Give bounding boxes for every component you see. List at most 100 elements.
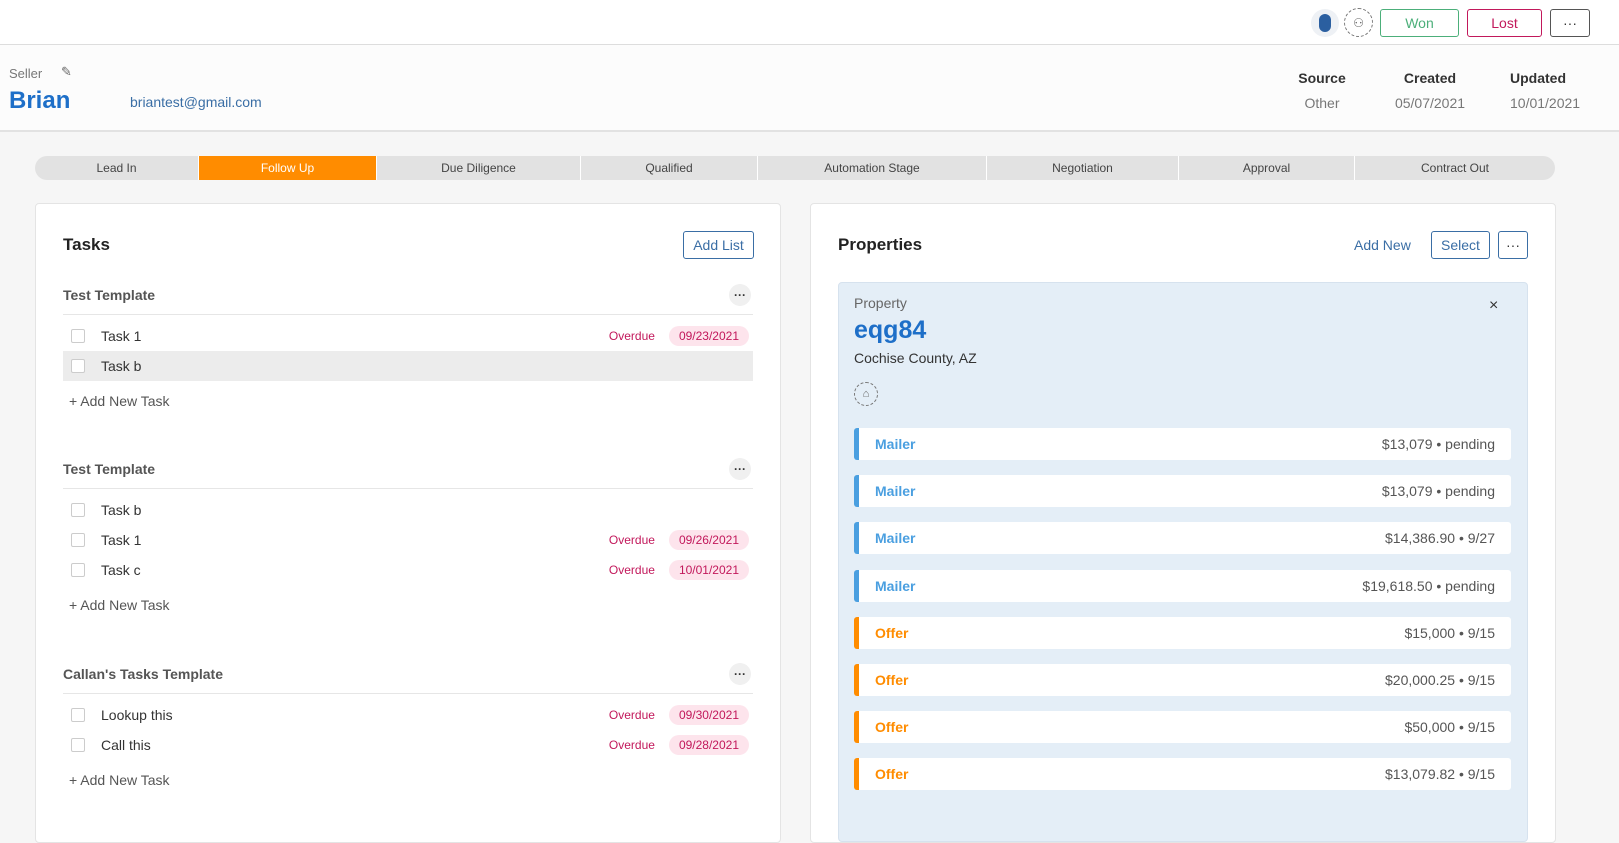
stage-follow-up[interactable]: Follow Up [199,156,377,180]
add-new-task-link[interactable]: + Add New Task [69,393,170,409]
task-row[interactable]: Task 1 Overdue 09/23/2021 [63,321,753,351]
meta-source: Source Other [1282,70,1362,111]
task-checkbox[interactable] [71,533,85,547]
task-checkbox[interactable] [71,359,85,373]
meta-label: Updated [1510,70,1566,86]
task-row[interactable]: Task b [63,351,753,381]
stage-automation[interactable]: Automation Stage [758,156,987,180]
activity-type: Mailer [875,577,916,594]
task-name: Task b [101,358,142,374]
due-date-badge: 10/01/2021 [668,560,749,580]
overdue-label: Overdue [608,708,655,722]
due-date-badge: 09/23/2021 [668,326,749,346]
group-more-button[interactable]: ··· [729,284,751,306]
edit-icon[interactable]: ✎ [61,64,72,79]
task-group: Callan's Tasks Template ··· Lookup this Ove… [63,663,753,788]
activity-value: $19,618.50 • pending [1362,577,1495,594]
add-new-property-link[interactable]: Add New [1354,237,1411,253]
property-activity-row[interactable]: Mailer $14,386.90 • 9/27 [854,522,1511,555]
meta-value: 10/01/2021 [1510,95,1581,111]
property-activity-row[interactable]: Offer $15,000 • 9/15 [854,616,1511,649]
due-date-badge: 09/30/2021 [668,705,749,725]
properties-title: Properties [838,235,923,254]
more-button[interactable]: ··· [1550,9,1590,37]
seller-header: Seller ✎ Brian briantest@gmail.com Sourc… [0,45,1619,132]
activity-value: $13,079.82 • 9/15 [1385,766,1495,783]
meta-label: Created [1403,70,1457,86]
overdue-label: Overdue [608,533,655,547]
task-checkbox[interactable] [71,503,85,517]
activity-type: Offer [875,624,909,641]
lost-button[interactable]: Lost [1467,9,1542,37]
seller-email[interactable]: briantest@gmail.com [130,94,262,110]
group-more-button[interactable]: ··· [729,663,751,685]
task-checkbox[interactable] [71,738,85,752]
divider [63,488,753,489]
task-checkbox[interactable] [71,708,85,722]
overdue-label: Overdue [608,738,655,752]
meta-value: Other [1304,95,1340,111]
property-activity-row[interactable]: Offer $13,079.82 • 9/15 [854,758,1511,791]
activity-type: Mailer [875,436,916,452]
activity-type: Mailer [875,530,916,547]
task-name: Task 1 [101,532,142,548]
tasks-title: Tasks [63,235,110,254]
meta-updated: Updated 10/01/2021 [1510,70,1619,111]
task-group-title: Test Template [63,461,156,477]
seller-label: Seller [9,66,43,81]
property-activity-row[interactable]: Offer $20,000.25 • 9/15 [854,664,1511,696]
user-avatar[interactable] [1311,9,1339,37]
add-new-task-link[interactable]: + Add New Task [69,772,170,788]
task-row[interactable]: Lookup this Overdue 09/30/2021 [63,700,753,730]
activity-type: Offer [875,719,909,736]
task-checkbox[interactable] [71,563,85,577]
divider [63,693,753,694]
property-card: Property eqg84 Cochise County, AZ ⌂ × [838,282,1528,842]
stage-contract-out[interactable]: Contract Out [1420,161,1490,175]
task-group-title: Test Template [63,287,156,303]
seller-name: Brian [9,87,71,114]
property-activity-row[interactable]: Offer $50,000 • 9/15 [854,711,1511,744]
task-row[interactable]: Call this Overdue 09/28/2021 [63,730,753,760]
activity-type: Mailer [875,483,916,500]
add-list-button[interactable]: Add List [683,231,754,259]
property-activity-row[interactable]: Mailer $19,618.50 • pending [854,569,1511,602]
assign-user-icon[interactable]: ⚇ [1344,8,1373,37]
activity-value: $14,386.90 • 9/27 [1385,530,1495,547]
won-button[interactable]: Won [1380,9,1459,37]
meta-created: Created 05/07/2021 [1385,70,1475,111]
group-more-button[interactable]: ··· [729,458,751,480]
task-group: Test Template ··· Task b Task 1 Overdue 09/26… [63,458,753,613]
add-new-task-link[interactable]: + Add New Task [69,597,170,613]
task-row[interactable]: Task b [63,495,753,525]
task-name: Task 1 [101,328,142,344]
select-button[interactable]: Select [1431,231,1490,259]
stage-qualified[interactable]: Qualified [581,156,758,180]
activity-value: $20,000.25 • 9/15 [1385,672,1495,688]
due-date-badge: 09/26/2021 [668,530,749,550]
activity-value: $15,000 • 9/15 [1404,624,1495,641]
top-bar: ⚇ Won Lost ··· [0,0,1619,45]
tasks-panel: Tasks Add List Test Template ··· Task 1 Ove… [35,203,781,843]
stage-negotiation[interactable]: Negotiation [987,156,1179,180]
task-name: Lookup this [101,707,173,723]
overdue-label: Overdue [608,563,655,577]
task-checkbox[interactable] [71,329,85,343]
stage-due-diligence[interactable]: Due Diligence [377,156,581,180]
property-activity-row[interactable]: Mailer $13,079 • pending [854,428,1511,460]
task-row[interactable]: Task 1 Overdue 09/26/2021 [63,525,753,555]
activity-type: Offer [875,672,909,688]
task-group-title: Callan's Tasks Template [63,666,223,682]
property-name[interactable]: eqg84 [854,316,927,344]
tag-icon[interactable]: ⌂ [854,382,878,406]
property-activity-row[interactable]: Mailer $13,079 • pending [854,475,1511,508]
stage-approval[interactable]: Approval [1179,156,1355,180]
close-icon[interactable]: × [1489,297,1499,314]
divider [63,314,753,315]
property-location: Cochise County, AZ [854,350,977,366]
task-row[interactable]: Task c Overdue 10/01/2021 [63,555,753,585]
stage-lead-in[interactable]: Lead In [35,156,199,180]
overdue-label: Overdue [608,329,655,343]
properties-more-button[interactable]: ··· [1498,231,1528,259]
task-name: Task c [101,562,141,578]
